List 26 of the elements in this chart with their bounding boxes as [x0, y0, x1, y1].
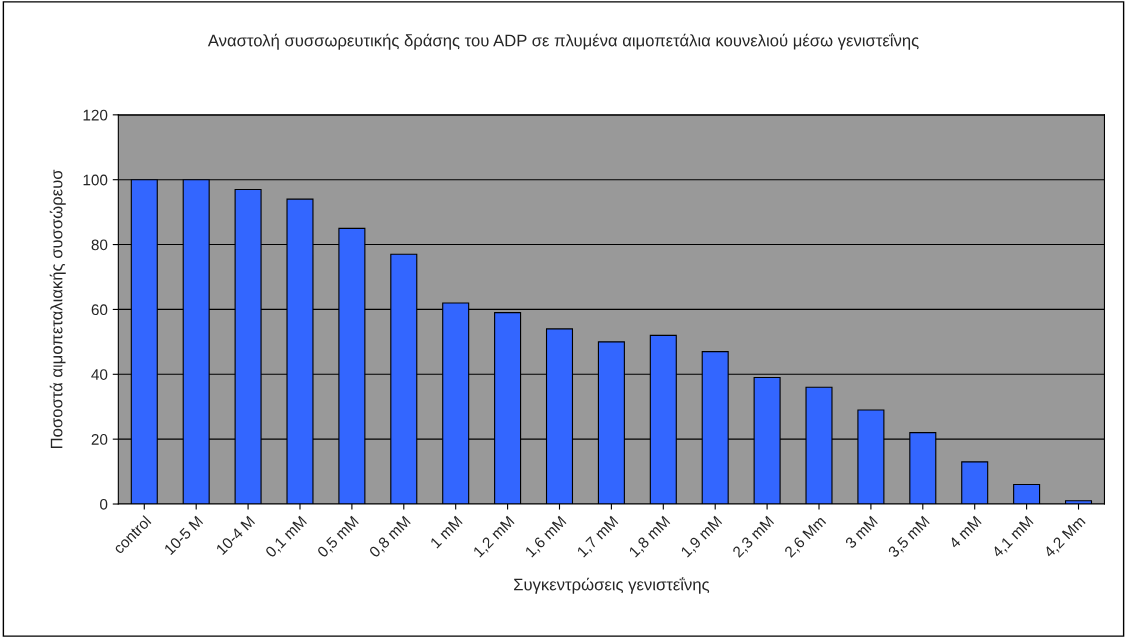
y-tick-label: 80	[91, 239, 108, 251]
x-tick-label: 1,8 mM	[628, 515, 672, 559]
x-tick-label: 1,7 mM	[576, 515, 620, 559]
x-tick-label: 0,8 mM	[368, 515, 413, 560]
y-tick-label: 100	[83, 174, 108, 186]
y-tick-label: 40	[91, 369, 108, 380]
x-tick-label: 0,1 mM	[264, 515, 309, 560]
x-tick-label: 3,5 mM	[887, 515, 932, 560]
chart-title: Αναστολή συσσωρευτικής δράσης του ADP σε πλυμένα αιμοπετάλια κουνελιού μέσω γενιστεΐνης	[207, 33, 919, 50]
y-tick-label: 20	[91, 434, 108, 445]
x-tick-label: 1,6 mM	[524, 515, 568, 559]
x-tick-label: 1 mM	[429, 515, 463, 549]
x-tick-label: 2,3 mM	[731, 515, 776, 560]
x-tick-label: 4 mM	[948, 515, 982, 550]
x-tick-label: 1,2 mM	[472, 515, 516, 559]
y-axis-title: Ποσοστά αιμοπεταλιακής συσσώρευσ	[49, 169, 66, 449]
y-tick-label: 120	[83, 109, 108, 121]
x-tick-label: 1,9 mM	[680, 515, 724, 559]
x-tick-label: 3 mM	[844, 515, 878, 549]
y-tick-label: 60	[91, 304, 108, 316]
x-tick-label: 2,6 Mm	[783, 515, 828, 560]
x-tick-label: 0,5 mM	[316, 515, 361, 560]
x-axis-title: Συγκεντρώσεις γενιστεΐνης	[514, 577, 710, 594]
x-tick-label: 4,2 Mm	[1043, 515, 1088, 560]
y-tick-label: 0	[100, 498, 108, 510]
x-tick-label: 4,1 mM	[991, 515, 1035, 560]
